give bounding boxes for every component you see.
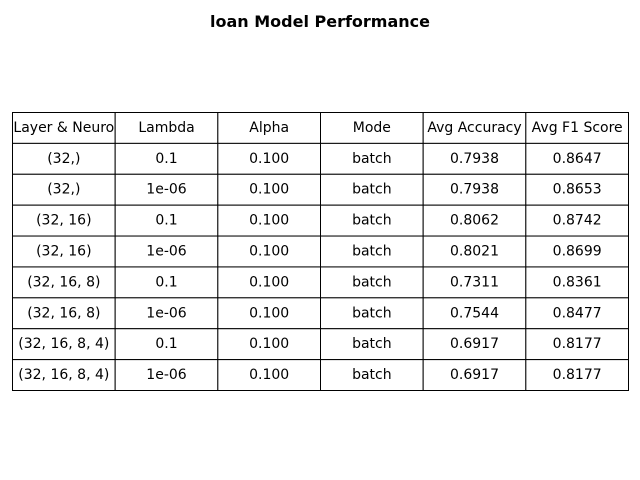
table-cell: (32,) bbox=[47, 151, 80, 167]
table-cell: 0.1 bbox=[155, 151, 177, 167]
table-cell-border bbox=[422, 359, 527, 392]
table-cell: 0.7544 bbox=[450, 305, 499, 321]
table-cell: 1e-06 bbox=[146, 182, 186, 198]
table-cell: 0.7938 bbox=[450, 182, 499, 198]
table-cell-border bbox=[114, 297, 219, 330]
table-cell-border bbox=[12, 328, 116, 361]
table-cell-border bbox=[525, 328, 629, 361]
table-cell-border bbox=[320, 328, 424, 361]
chart-title: loan Model Performance bbox=[209, 12, 430, 31]
column-header: Alpha bbox=[249, 120, 289, 136]
table-cell: 0.1 bbox=[155, 336, 177, 352]
table-cell-border bbox=[217, 173, 321, 206]
table-cell: batch bbox=[352, 274, 392, 290]
table-cell: 0.8177 bbox=[553, 367, 602, 383]
table-cell: batch bbox=[352, 182, 392, 198]
table-cell: 0.8361 bbox=[553, 274, 602, 290]
table-cell-border bbox=[12, 235, 116, 268]
table-cell: (32, 16, 8) bbox=[27, 305, 100, 321]
table-cell: batch bbox=[352, 367, 392, 383]
table-cell: 0.100 bbox=[249, 305, 289, 321]
table-cell: 0.100 bbox=[249, 244, 289, 260]
table-cell: 0.8021 bbox=[450, 244, 499, 260]
table-cell: 0.6917 bbox=[450, 336, 499, 352]
table-cell-border bbox=[12, 173, 116, 206]
table-cell: 1e-06 bbox=[146, 244, 186, 260]
column-header: Avg Accuracy bbox=[427, 120, 521, 136]
table-cell: batch bbox=[352, 151, 392, 167]
table-cell: 0.1 bbox=[155, 274, 177, 290]
table-cell-border bbox=[422, 235, 527, 268]
table-cell: (32, 16) bbox=[36, 213, 91, 229]
table-cell-border bbox=[217, 297, 321, 330]
table-cell: batch bbox=[352, 305, 392, 321]
table-cell: 0.8177 bbox=[553, 336, 602, 352]
table-cell: 0.8062 bbox=[450, 213, 499, 229]
table-cell-border bbox=[114, 359, 219, 392]
table-cell-border bbox=[320, 204, 424, 237]
table-cell-border bbox=[217, 359, 321, 392]
table-cell-border bbox=[320, 235, 424, 268]
table-cell: 0.8477 bbox=[553, 305, 602, 321]
table-cell-border bbox=[525, 142, 629, 175]
table-cell-border bbox=[320, 266, 424, 299]
table-cell-border bbox=[422, 142, 527, 175]
table-cell-border bbox=[525, 173, 629, 206]
table-cell: 1e-06 bbox=[146, 305, 186, 321]
column-header: Lambda bbox=[138, 120, 194, 136]
table-cell-border bbox=[114, 266, 219, 299]
table-cell: batch bbox=[352, 213, 392, 229]
table-cell-border bbox=[114, 173, 219, 206]
table-cell-border bbox=[12, 266, 116, 299]
table-cell-border bbox=[12, 297, 116, 330]
table-cell: 0.8742 bbox=[553, 213, 602, 229]
table-cell: 0.100 bbox=[249, 367, 289, 383]
table-cell: 0.7311 bbox=[450, 274, 499, 290]
header-cell-border bbox=[525, 112, 629, 144]
table-cell-border bbox=[525, 297, 629, 330]
table-cell-border bbox=[12, 142, 116, 175]
header-cell-border bbox=[422, 112, 527, 144]
column-header: Layer & Neuro bbox=[13, 120, 114, 136]
table-cell: 0.100 bbox=[249, 336, 289, 352]
table-cell: 0.1 bbox=[155, 213, 177, 229]
table-cell: 0.100 bbox=[249, 151, 289, 167]
table-cell: 0.8699 bbox=[553, 244, 602, 260]
table-cell-border bbox=[525, 204, 629, 237]
table-cell-border bbox=[525, 359, 629, 392]
column-header: Avg F1 Score bbox=[532, 120, 623, 136]
table-cell-border bbox=[114, 142, 219, 175]
table-cell-border bbox=[217, 142, 321, 175]
table-cell: 1e-06 bbox=[146, 367, 186, 383]
column-header: Mode bbox=[353, 120, 391, 136]
table-cell: (32, 16, 8, 4) bbox=[18, 367, 109, 383]
table-cell: (32,) bbox=[47, 182, 80, 198]
table-cell-border bbox=[217, 266, 321, 299]
table-cell: 0.8647 bbox=[553, 151, 602, 167]
table-cell: batch bbox=[352, 336, 392, 352]
table-cell: 0.8653 bbox=[553, 182, 602, 198]
table-cell: batch bbox=[352, 244, 392, 260]
table-cell-border bbox=[422, 297, 527, 330]
table-cell: 0.6917 bbox=[450, 367, 499, 383]
table-cell-border bbox=[320, 359, 424, 392]
table-cell: 0.100 bbox=[249, 213, 289, 229]
table-cell: 0.100 bbox=[249, 274, 289, 290]
table-cell-border bbox=[114, 328, 219, 361]
table-cell: (32, 16, 8, 4) bbox=[18, 336, 109, 352]
table-cell: (32, 16) bbox=[36, 244, 91, 260]
table-cell-border bbox=[525, 266, 629, 299]
table-cell-border bbox=[12, 204, 116, 237]
table-cell: 0.100 bbox=[249, 182, 289, 198]
table-cell: (32, 16, 8) bbox=[27, 274, 100, 290]
table-cell: 0.7938 bbox=[450, 151, 499, 167]
table-cell-border bbox=[217, 235, 321, 268]
